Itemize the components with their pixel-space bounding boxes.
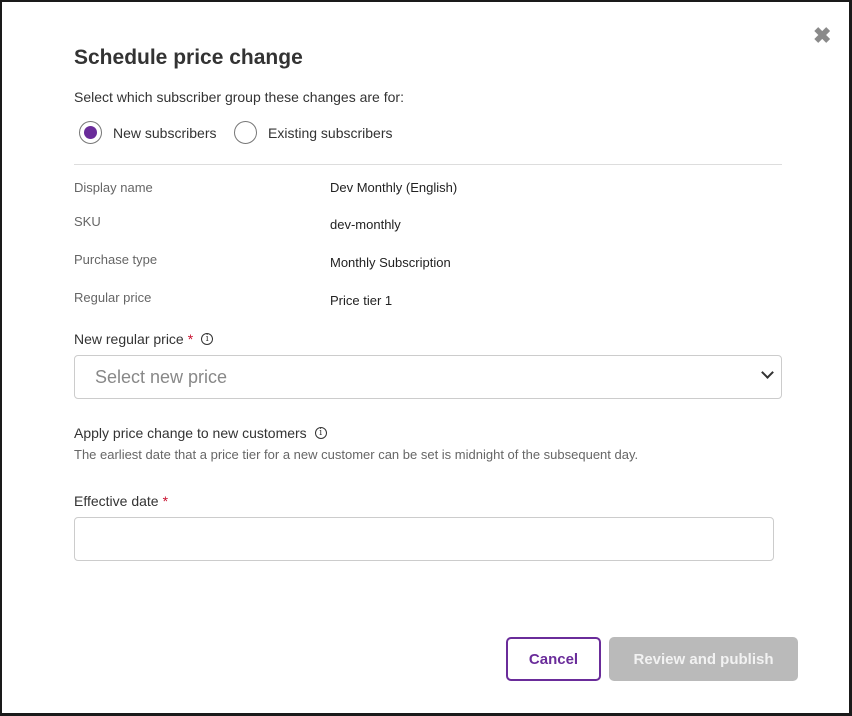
info-icon[interactable]: i — [201, 333, 214, 345]
display-name-value: Dev Monthly (English) — [330, 180, 458, 195]
info-icon[interactable]: i — [314, 427, 327, 439]
select-placeholder: Select new price — [95, 366, 228, 387]
new-price-label-text: New regular price — [74, 331, 184, 347]
effective-date-label: Effective date * — [74, 493, 168, 509]
subscriber-group-prompt: Select which subscriber group these chan… — [74, 89, 404, 105]
radio-label: New subscribers — [113, 124, 217, 141]
apply-label: Apply price change to new customers i — [74, 425, 327, 441]
chevron-down-icon — [761, 366, 774, 379]
purchase-type-label: Purchase type — [74, 252, 158, 267]
cancel-button[interactable]: Cancel — [506, 637, 601, 681]
required-marker: * — [162, 493, 169, 509]
new-price-select[interactable]: Select new price — [74, 355, 782, 399]
effective-date-input[interactable] — [74, 517, 774, 561]
dialog-title: Schedule price change — [74, 46, 303, 69]
radio-selected-icon — [79, 121, 102, 144]
apply-label-text: Apply price change to new customers — [74, 425, 307, 441]
regular-price-value: Price tier 1 — [330, 293, 393, 308]
divider — [74, 164, 782, 165]
regular-price-label: Regular price — [74, 290, 152, 305]
radio-unselected-icon — [234, 121, 257, 144]
close-icon[interactable]: ✖ — [813, 23, 832, 48]
required-marker: * — [187, 331, 194, 347]
radio-new-subscribers[interactable]: New subscribers — [79, 121, 216, 144]
display-name-label: Display name — [74, 180, 153, 195]
radio-existing-subscribers[interactable]: Existing subscribers — [234, 121, 393, 144]
new-price-label: New regular price * i — [74, 331, 214, 347]
effective-date-label-text: Effective date — [74, 493, 159, 509]
apply-help-text: The earliest date that a price tier for … — [74, 447, 639, 462]
sku-value: dev-monthly — [330, 217, 401, 232]
review-and-publish-button[interactable]: Review and publish — [609, 637, 798, 681]
sku-label: SKU — [74, 214, 101, 229]
radio-label: Existing subscribers — [268, 124, 393, 141]
purchase-type-value: Monthly Subscription — [330, 255, 451, 270]
